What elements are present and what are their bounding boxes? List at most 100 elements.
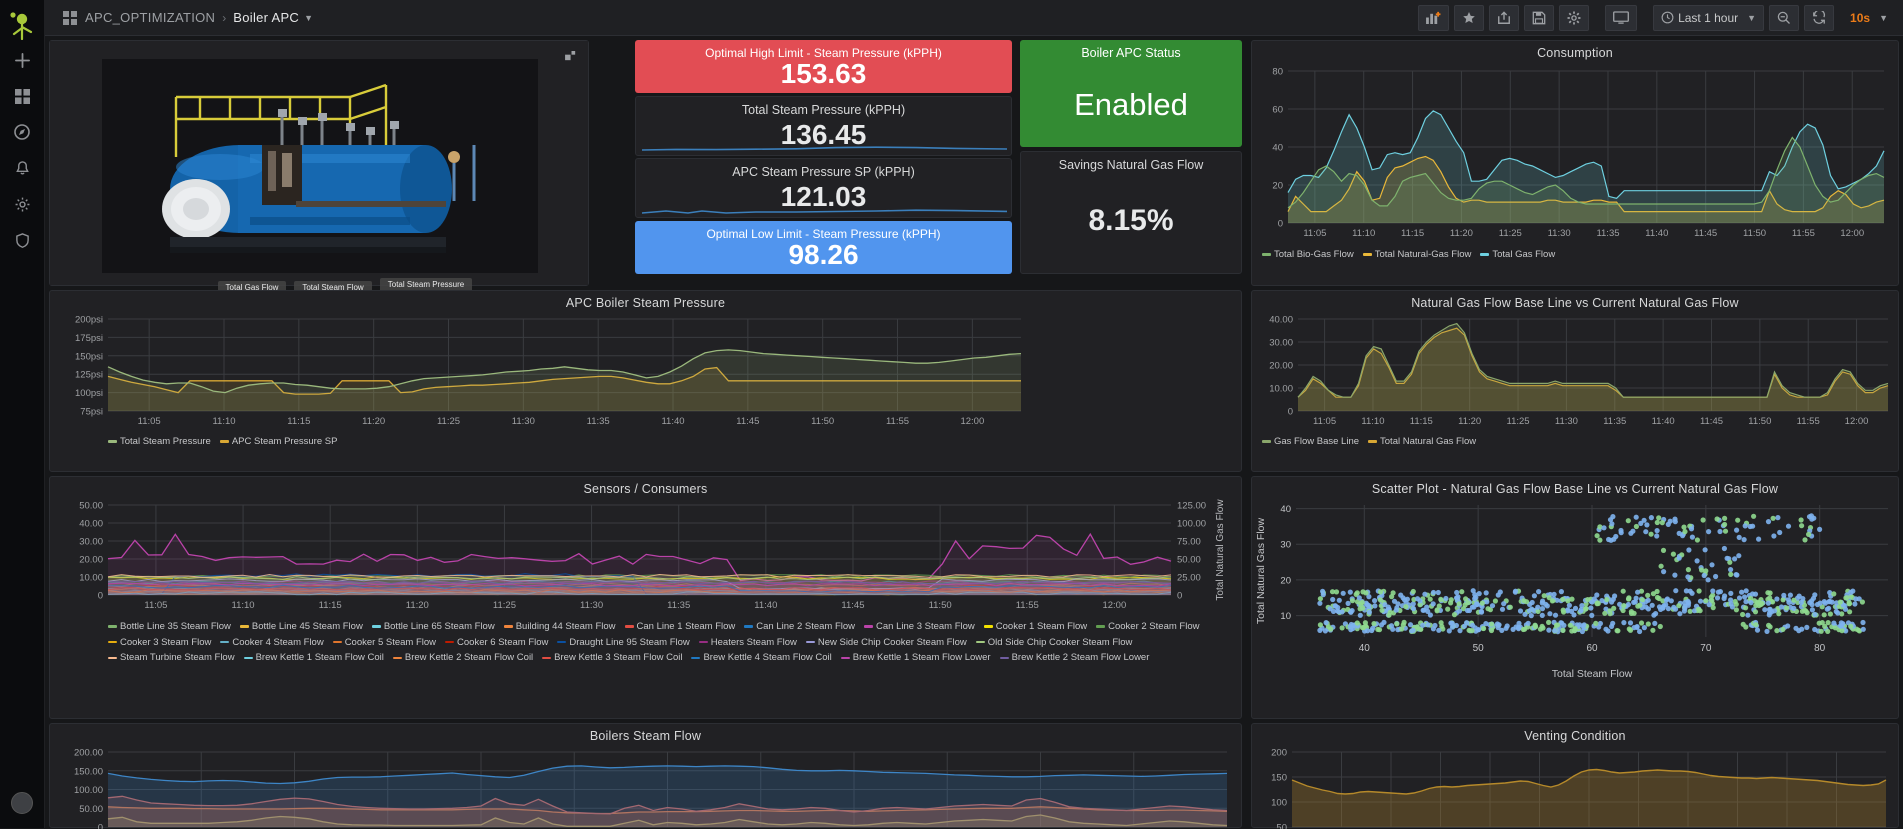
legend-item[interactable]: Total Gas Flow (1480, 247, 1555, 263)
svg-text:12:00: 12:00 (960, 416, 984, 427)
svg-text:40: 40 (1272, 143, 1283, 154)
svg-text:11:40: 11:40 (754, 600, 777, 611)
apc-boiler-steam-pressure-chart[interactable]: 75psi100psi125psi150psi175psi200psi11:05… (50, 311, 1241, 433)
svg-text:11:20: 11:20 (362, 416, 385, 427)
svg-text:11:05: 11:05 (1313, 416, 1336, 427)
legend-item[interactable]: APC Steam Pressure SP (220, 434, 338, 450)
svg-text:50: 50 (1276, 823, 1287, 829)
svg-text:11:15: 11:15 (319, 600, 342, 611)
legend-item[interactable]: Total Natural-Gas Flow (1363, 247, 1472, 263)
tv-mode-button[interactable] (1605, 5, 1637, 31)
legend-label: Steam Turbine Steam Flow (120, 652, 235, 663)
avatar[interactable] (11, 792, 33, 814)
legend-item[interactable]: Brew Kettle 3 Steam Flow Coil (542, 650, 682, 666)
stat-apc-steam-pressure-sp[interactable]: APC Steam Pressure SP (kPPH) 121.03 (635, 158, 1012, 218)
legend-item[interactable]: Bottle Line 45 Steam Flow (240, 619, 363, 635)
sensors-consumers-chart[interactable]: 010.0020.0030.0040.0050.00025.0050.0075.… (50, 497, 1241, 617)
legend-label: Cooker 2 Steam Flow (1108, 621, 1199, 632)
breadcrumb-dashboard[interactable]: Boiler APC (233, 10, 299, 25)
create-add-icon[interactable] (0, 42, 45, 78)
svg-text:25.00: 25.00 (1177, 573, 1201, 584)
legend-label: Total Gas Flow (1492, 249, 1555, 260)
shield-admin-icon[interactable] (0, 222, 45, 258)
alerting-bell-icon[interactable] (0, 150, 45, 186)
legend-item[interactable]: Cooker 1 Steam Flow (984, 619, 1087, 635)
chevron-down-icon[interactable]: ▼ (304, 13, 313, 23)
stat-total-steam-pressure[interactable]: Total Steam Pressure (kPPH) 136.45 (635, 96, 1012, 156)
legend-item[interactable]: New Side Chip Cooker Steam Flow (806, 635, 967, 651)
svg-text:50.00: 50.00 (79, 804, 103, 815)
configuration-gear-icon[interactable] (0, 186, 45, 222)
share-button[interactable] (1489, 5, 1519, 31)
legend-item[interactable]: Can Line 3 Steam Flow (864, 619, 975, 635)
svg-text:11:25: 11:25 (437, 416, 460, 427)
legend-item[interactable]: Gas Flow Base Line (1262, 434, 1359, 450)
legend-item[interactable]: Brew Kettle 2 Steam Flow Lower (1000, 650, 1150, 666)
legend-swatch (445, 641, 454, 644)
legend-item[interactable]: Cooker 4 Steam Flow (220, 635, 323, 651)
svg-text:11:20: 11:20 (1458, 416, 1481, 427)
legend-item[interactable]: Draught Line 95 Steam Flow (557, 635, 689, 651)
time-range-picker[interactable]: Last 1 hour ▼ (1653, 5, 1764, 31)
stat-title: Optimal High Limit - Steam Pressure (kPP… (635, 40, 1012, 60)
dashboard-grid-icon[interactable] (63, 11, 77, 25)
stat-optimal-low-limit[interactable]: Optimal Low Limit - Steam Pressure (kPPH… (635, 221, 1012, 274)
legend-item[interactable]: Cooker 3 Steam Flow (108, 635, 211, 651)
dashboards-icon[interactable] (0, 78, 45, 114)
legend-item[interactable]: Total Steam Pressure (108, 434, 211, 450)
legend-item[interactable]: Brew Kettle 1 Steam Flow Coil (244, 650, 384, 666)
refresh-button[interactable] (1804, 5, 1834, 31)
grafana-logo-icon[interactable] (5, 8, 39, 42)
legend-item[interactable]: Steam Turbine Steam Flow (108, 650, 235, 666)
explore-icon[interactable] (0, 114, 45, 150)
legend-item[interactable]: Can Line 1 Steam Flow (625, 619, 736, 635)
svg-text:11:30: 11:30 (512, 416, 535, 427)
svg-text:0: 0 (1288, 407, 1293, 418)
legend-label: APC Steam Pressure SP (232, 436, 338, 447)
svg-text:11:05: 11:05 (144, 600, 167, 611)
legend-swatch (691, 657, 700, 660)
svg-text:20.00: 20.00 (79, 555, 103, 566)
save-button[interactable] (1524, 5, 1554, 31)
legend-item[interactable]: Brew Kettle 2 Steam Flow Coil (393, 650, 533, 666)
stat-optimal-high-limit[interactable]: Optimal High Limit - Steam Pressure (kPP… (635, 40, 1012, 93)
stat-savings-natural-gas-flow[interactable]: Savings Natural Gas Flow 8.15% (1020, 151, 1242, 274)
breadcrumb-folder[interactable]: APC_OPTIMIZATION (85, 10, 215, 25)
external-link-icon[interactable] (565, 51, 578, 65)
legend-item[interactable]: Can Line 2 Steam Flow (744, 619, 855, 635)
legend-swatch (244, 657, 253, 660)
legend-item[interactable]: Total Bio-Gas Flow (1262, 247, 1354, 263)
legend-label: Cooker 1 Steam Flow (996, 621, 1087, 632)
svg-text:11:15: 11:15 (1410, 416, 1433, 427)
svg-text:11:15: 11:15 (1401, 228, 1424, 239)
legend-label: Bottle Line 35 Steam Flow (120, 621, 231, 632)
svg-text:Total Natural Gas Flow: Total Natural Gas Flow (1255, 517, 1267, 624)
zoom-out-time-button[interactable] (1769, 5, 1799, 31)
legend-item[interactable]: Brew Kettle 1 Steam Flow Lower (841, 650, 991, 666)
dashboard-settings-button[interactable] (1559, 5, 1589, 31)
legend-item[interactable]: Cooker 6 Steam Flow (445, 635, 548, 651)
legend-item[interactable]: Heaters Steam Flow (699, 635, 797, 651)
legend-item[interactable]: Bottle Line 65 Steam Flow (372, 619, 495, 635)
legend-label: Bottle Line 45 Steam Flow (252, 621, 363, 632)
legend-label: Total Natural Gas Flow (1380, 436, 1476, 447)
legend-item[interactable]: Cooker 2 Steam Flow (1096, 619, 1199, 635)
svg-text:75.00: 75.00 (1177, 537, 1201, 548)
legend-item[interactable]: Old Side Chip Cooker Steam Flow (976, 635, 1133, 651)
star-button[interactable] (1454, 5, 1484, 31)
legend-item[interactable]: Total Natural Gas Flow (1368, 434, 1476, 450)
refresh-interval-picker[interactable]: 10s ▼ (1839, 5, 1895, 31)
legend-item[interactable]: Bottle Line 35 Steam Flow (108, 619, 231, 635)
legend-item[interactable]: Building 44 Steam Flow (504, 619, 616, 635)
add-panel-button[interactable] (1418, 5, 1449, 31)
svg-text:50: 50 (1473, 643, 1485, 654)
legend-item[interactable]: Cooker 5 Steam Flow (333, 635, 436, 651)
svg-text:20: 20 (1280, 575, 1291, 586)
legend-item[interactable]: Brew Kettle 4 Steam Flow Coil (691, 650, 831, 666)
stat-boiler-apc-status[interactable]: Boiler APC Status Enabled (1020, 40, 1242, 147)
